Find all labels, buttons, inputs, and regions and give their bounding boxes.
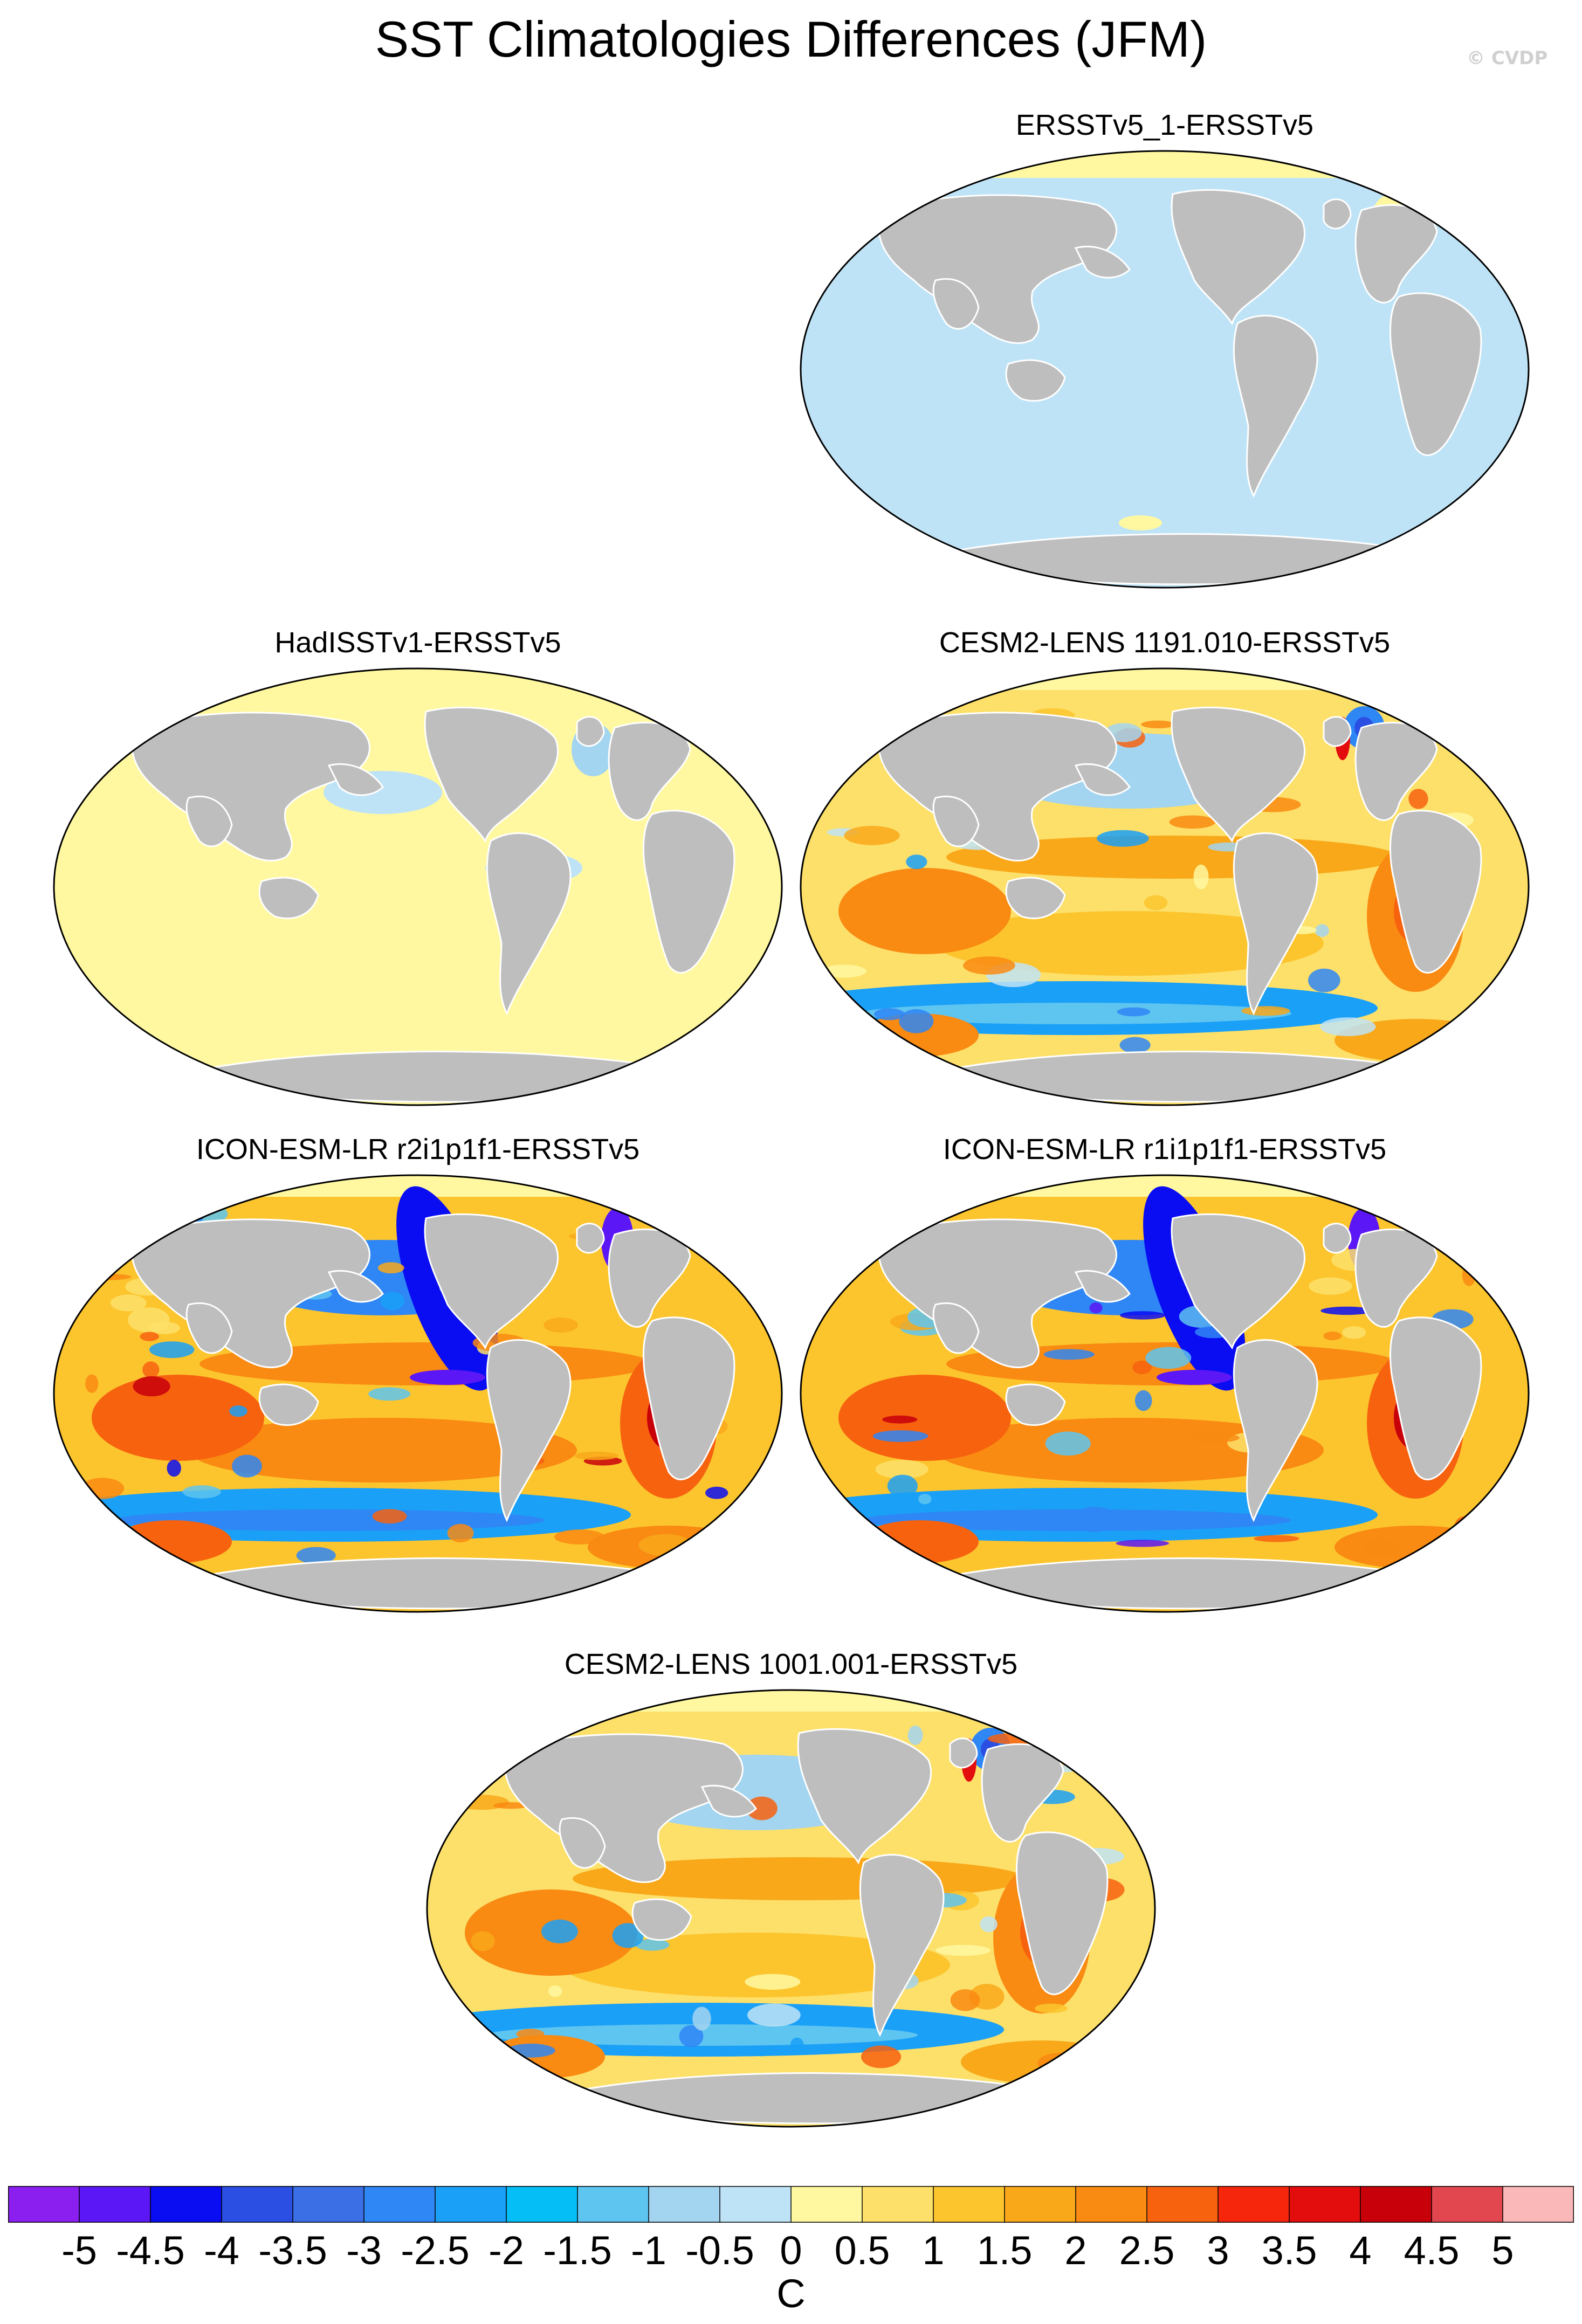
colorbar-tick-9: -0.5 (685, 2228, 754, 2273)
map-panel-6 (426, 1689, 1156, 2128)
colorbar-tick-16: 3 (1207, 2228, 1229, 2273)
colorbar-swatch-20 (1432, 2186, 1503, 2223)
colorbar-tick-1: -4.5 (116, 2228, 185, 2273)
colorbar-swatch-4 (293, 2186, 364, 2223)
colorbar-swatch-5 (364, 2186, 436, 2223)
map-panel-4 (53, 1174, 783, 1613)
panel-title-4: ICON-ESM-LR r2i1p1f1-ERSSTv5 (196, 1133, 640, 1166)
colorbar-swatch-14 (1005, 2186, 1076, 2223)
colorbar-tick-7: -1.5 (543, 2228, 612, 2273)
colorbar-tick-6: -2 (489, 2228, 524, 2273)
colorbar-tick-11: 0.5 (834, 2228, 890, 2273)
map-panel-3 (800, 667, 1530, 1106)
colorbar-tick-5: -2.5 (401, 2228, 470, 2273)
colorbar-tick-17: 3.5 (1261, 2228, 1317, 2273)
map-panel-5 (800, 1174, 1530, 1613)
map-panel-1 (800, 150, 1530, 589)
colorbar-swatch-19 (1360, 2186, 1432, 2223)
colorbar-swatch-17 (1218, 2186, 1290, 2223)
colorbar-swatch-13 (933, 2186, 1005, 2223)
colorbar-tick-labels: -5 -4.5 -4 -3.5 -3 -2.5 -2 -1.5 -1 -0.5 0 0.5 1 1.5 2 2… (0, 2226, 1582, 2275)
colorbar-swatch-6 (435, 2186, 507, 2223)
colorbar-swatch-7 (506, 2186, 578, 2223)
credit-watermark: © CVDP (1467, 47, 1548, 69)
colorbar-swatch-11 (791, 2186, 863, 2223)
colorbar-tick-0: -5 (61, 2228, 97, 2273)
colorbar-tick-14: 2 (1064, 2228, 1087, 2273)
panel-title-5: ICON-ESM-LR r1i1p1f1-ERSSTv5 (943, 1133, 1387, 1166)
colorbar-tick-20: 5 (1491, 2228, 1514, 2273)
colorbar-swatch-18 (1289, 2186, 1361, 2223)
panel-title-2: HadISSTv1-ERSSTv5 (274, 626, 561, 659)
map-panel-2 (53, 667, 783, 1106)
panel-title-1: ERSSTv5_1-ERSSTv5 (1015, 109, 1314, 141)
colorbar-tick-4: -3 (346, 2228, 382, 2273)
colorbar-swatch-9 (649, 2186, 720, 2223)
colorbar-tick-3: -3.5 (258, 2228, 327, 2273)
colorbar-tick-10: 0 (780, 2228, 802, 2273)
colorbar-tick-19: 4.5 (1404, 2228, 1460, 2273)
colorbar-swatch-0 (8, 2186, 80, 2223)
colorbar-tick-15: 2.5 (1119, 2228, 1175, 2273)
colorbar-tick-8: -1 (631, 2228, 666, 2273)
colorbar-swatch-15 (1076, 2186, 1147, 2223)
panel-title-6: CESM2-LENS 1001.001-ERSSTv5 (564, 1648, 1018, 1680)
colorbar-tick-13: 1.5 (976, 2228, 1033, 2273)
colorbar-unit-label: C (776, 2271, 806, 2316)
colorbar-swatch-3 (222, 2186, 293, 2223)
colorbar-swatch-1 (79, 2186, 151, 2223)
colorbar-swatch-16 (1147, 2186, 1219, 2223)
colorbar-swatch-8 (577, 2186, 649, 2223)
colorbar-swatch-2 (150, 2186, 222, 2223)
figure-title: SST Climatologies Differences (JFM) (375, 11, 1207, 67)
colorbar-tick-18: 4 (1349, 2228, 1372, 2273)
panel-title-3: CESM2-LENS 1191.010-ERSSTv5 (939, 626, 1391, 659)
colorbar-swatch-21 (1503, 2186, 1574, 2223)
colorbar-swatch-12 (862, 2186, 934, 2223)
colorbar (8, 2186, 1574, 2223)
colorbar-tick-2: -4 (204, 2228, 239, 2273)
colorbar-swatch-10 (720, 2186, 792, 2223)
colorbar-tick-12: 1 (922, 2228, 945, 2273)
